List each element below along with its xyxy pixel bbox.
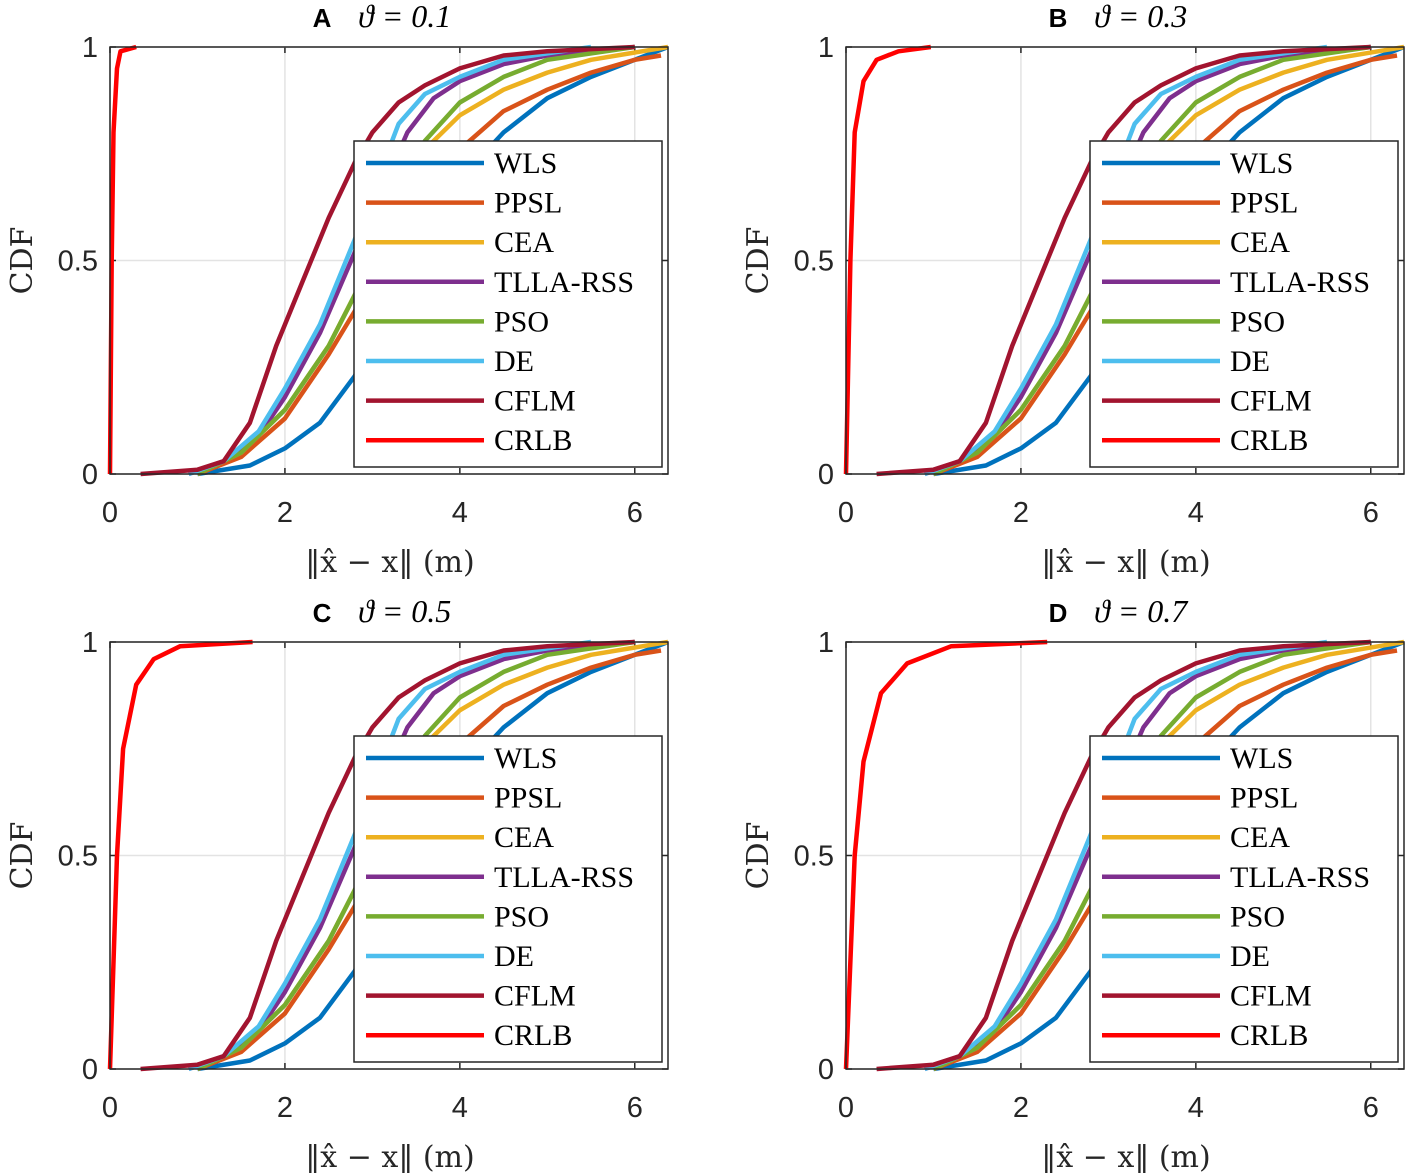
x-tick-label: 2 [1013,1092,1029,1124]
y-tick-label: 1 [82,627,98,659]
axes-box [109,641,669,1070]
y-tick-label: 1 [82,32,98,64]
axes-box [845,46,1405,475]
legend-label: TLLA-RSS [1230,861,1370,894]
legend-label: CRLB [1230,424,1308,457]
y-axis-label: CDF [741,822,776,890]
panel-letter: D [1049,598,1068,628]
legend-label: PSO [1230,900,1285,933]
series-line-crlb [107,639,253,1070]
legend-label: CEA [1230,821,1290,854]
x-tick-label: 4 [1188,497,1204,529]
series-line-crlb [107,44,137,475]
x-tick-label: 2 [277,1092,293,1124]
legend-label: WLS [1230,147,1293,180]
y-axis-label: CDF [5,822,40,890]
legend-label: CEA [494,226,554,259]
panel-title: ϑ = 0.3 [1094,0,1187,34]
legend-label: CRLB [494,424,572,457]
legend-label: TLLA-RSS [494,266,634,299]
x-tick-label: 0 [102,497,118,529]
panel-letter: B [1049,3,1068,33]
y-tick-label: 1 [818,32,834,64]
x-tick-label: 0 [102,1092,118,1124]
legend-label: CEA [1230,226,1290,259]
panel-title: ϑ = 0.5 [358,593,451,629]
x-tick-label: 6 [1363,1092,1379,1124]
x-tick-label: 4 [1188,1092,1204,1124]
series-line-crlb [843,639,1048,1070]
legend-label: CFLM [494,385,576,418]
legend-label: WLS [494,742,557,775]
legend-label: CFLM [494,980,576,1013]
x-tick-label: 6 [627,497,643,529]
x-tick-label: 2 [277,497,293,529]
legend: WLS PPSL CEA TLLA-RSS PSO DE CFLM CRLB [1089,735,1399,1063]
y-tick-label: 1 [818,627,834,659]
x-tick-label: 0 [838,497,854,529]
legend-label: CEA [494,821,554,854]
x-tick-label: 4 [452,1092,468,1124]
x-tick-label: 2 [1013,497,1029,529]
legend-label: CRLB [494,1019,572,1052]
legend-label: DE [1230,345,1270,378]
x-axis-label: ‖x̂ − x‖ (m) [305,545,474,580]
legend-label: DE [494,345,534,378]
legend-label: PSO [494,305,549,338]
y-tick-label: 0.5 [58,841,98,873]
panel-title: ϑ = 0.7 [1094,593,1189,629]
axes-box [845,641,1405,1070]
y-tick-label: 0 [818,1054,834,1086]
panel-B: 0 2 4 6 0 0.5 1 WLS PPSL CEA TLLA-RSS PSO DE CFLM CRLB… [741,0,1405,580]
y-tick-label: 0 [82,1054,98,1086]
legend-label: WLS [494,147,557,180]
y-tick-label: 0.5 [58,246,98,278]
y-tick-label: 0.5 [794,841,834,873]
legend-label: PPSL [1230,187,1298,220]
x-axis-label: ‖x̂ − x‖ (m) [1041,1140,1210,1173]
legend-box [353,140,663,468]
legend-label: PPSL [494,187,562,220]
panel-letter: A [313,3,332,33]
y-axis-label: CDF [741,227,776,295]
legend-label: CRLB [1230,1019,1308,1052]
legend-label: DE [1230,940,1270,973]
panel-title: ϑ = 0.1 [358,0,451,34]
legend-box [353,735,663,1063]
legend-label: WLS [1230,742,1293,775]
legend-label: TLLA-RSS [494,861,634,894]
legend-label: TLLA-RSS [1230,266,1370,299]
panel-letter: C [313,598,332,628]
legend-label: PSO [1230,305,1285,338]
x-tick-label: 6 [1363,497,1379,529]
y-tick-label: 0 [82,459,98,491]
x-tick-label: 0 [838,1092,854,1124]
x-axis-label: ‖x̂ − x‖ (m) [305,1140,474,1173]
panel-A: 0 2 4 6 0 0.5 1 WLS PPSL CEA TLLA-RSS PSO DE CFLM CRLB… [5,0,669,580]
legend-label: DE [494,940,534,973]
legend-box [1089,735,1399,1063]
y-tick-label: 0.5 [794,246,834,278]
panel-C: 0 2 4 6 0 0.5 1 WLS PPSL CEA TLLA-RSS PSO DE CFLM CRLB… [5,593,669,1173]
x-tick-label: 6 [627,1092,643,1124]
legend-label: PPSL [494,782,562,815]
y-tick-label: 0 [818,459,834,491]
axes-box [109,46,669,475]
legend-label: CFLM [1230,980,1312,1013]
panel-D: 0 2 4 6 0 0.5 1 WLS PPSL CEA TLLA-RSS PSO DE CFLM CRLB… [741,593,1405,1173]
legend: WLS PPSL CEA TLLA-RSS PSO DE CFLM CRLB [353,140,663,468]
series-line-crlb [843,44,932,475]
legend-label: PSO [494,900,549,933]
x-tick-label: 4 [452,497,468,529]
x-axis-label: ‖x̂ − x‖ (m) [1041,545,1210,580]
y-axis-label: CDF [5,227,40,295]
legend: WLS PPSL CEA TLLA-RSS PSO DE CFLM CRLB [1089,140,1399,468]
legend-label: CFLM [1230,385,1312,418]
legend-box [1089,140,1399,468]
legend-label: PPSL [1230,782,1298,815]
legend: WLS PPSL CEA TLLA-RSS PSO DE CFLM CRLB [353,735,663,1063]
